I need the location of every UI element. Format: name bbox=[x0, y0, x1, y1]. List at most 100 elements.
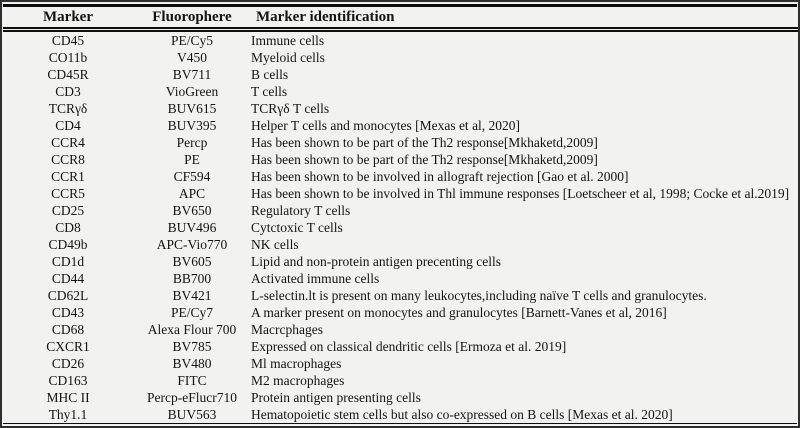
marker-cell: CXCR1 bbox=[46, 339, 90, 354]
marker-cell: TCRγδ bbox=[48, 101, 88, 116]
identification-cell: Immune cells bbox=[251, 33, 325, 48]
table-row: CD44 BB700 Activated immune cells bbox=[3, 270, 798, 287]
marker-cell: CD25 bbox=[51, 203, 85, 218]
identification-cell: Lipid and non-protein antigen precenting… bbox=[251, 254, 502, 269]
fluorophore-cell: PE/Cy5 bbox=[170, 33, 213, 48]
table-bottom-rule bbox=[3, 423, 797, 426]
marker-cell: CD26 bbox=[51, 356, 85, 371]
table-row: CD68 Alexa Flour 700 Macrcphages bbox=[3, 321, 798, 338]
identification-cell: Macrcphages bbox=[251, 322, 323, 337]
marker-cell: CD3 bbox=[55, 84, 81, 99]
identification-cell: Protein antigen presenting cells bbox=[251, 390, 421, 405]
marker-cell: CD43 bbox=[51, 305, 85, 320]
table-row: CCR4 Percp Has been shown to be part of th… bbox=[3, 134, 798, 151]
marker-cell: MHC II bbox=[46, 390, 90, 405]
identification-cell: Regulatory T cells bbox=[251, 203, 351, 218]
identification-cell: A marker present on monocytes and granul… bbox=[251, 305, 667, 320]
identification-cell: TCRγδ T cells bbox=[251, 101, 330, 116]
fluorophore-cell: PE/Cy7 bbox=[170, 305, 213, 320]
identification-cell: Has been shown to be part of the Th2 res… bbox=[251, 152, 598, 167]
fluorophore-cell: BV650 bbox=[172, 203, 212, 218]
fluorophore-cell: BV785 bbox=[172, 339, 212, 354]
identification-cell: Expressed on classical dendritic cells [… bbox=[251, 339, 567, 354]
header-marker-identification: Marker identification bbox=[256, 9, 395, 25]
fluorophore-cell: BUV615 bbox=[167, 101, 217, 116]
marker-cell: CD45R bbox=[47, 67, 89, 82]
table-row: CD45 PE/Cy5 Immune cells bbox=[3, 30, 798, 50]
marker-cell: CD8 bbox=[55, 220, 81, 235]
fluorophore-cell: Alexa Flour 700 bbox=[147, 322, 237, 337]
table-row: CD43 PE/Cy7 A marker present on monocytes … bbox=[3, 304, 798, 321]
fluorophore-cell: APC bbox=[178, 186, 206, 201]
table-row: CD25 BV650 Regulatory T cells bbox=[3, 202, 798, 219]
table-row: TCRγδ BUV615 TCRγδ T cells bbox=[3, 100, 798, 117]
fluorophore-cell: Percp bbox=[176, 135, 208, 150]
marker-cell: CD44 bbox=[51, 271, 85, 286]
table-row: CXCR1 BV785 Expressed on classical dendrit… bbox=[3, 338, 798, 355]
identification-cell: Activated immune cells bbox=[251, 271, 380, 286]
fluorophore-cell: BV711 bbox=[172, 67, 212, 82]
marker-cell: CCR1 bbox=[51, 169, 85, 184]
fluorophore-cell: VioGreen bbox=[165, 84, 219, 99]
table-header: Marker Fluorophere Marker identification bbox=[3, 7, 798, 30]
identification-cell: M2 macrophages bbox=[251, 373, 345, 388]
table-row: CCR1 CF594 Has been shown to be involved i… bbox=[3, 168, 798, 185]
fluorophore-cell: BV480 bbox=[172, 356, 212, 371]
identification-cell: Has been shown to be involved in Thl imm… bbox=[251, 186, 790, 201]
fluorophore-cell: BV421 bbox=[172, 288, 212, 303]
table-row: MHC II Percp-eFlucr710 Protein antigen pre… bbox=[3, 389, 798, 406]
table-row: CD26 BV480 Ml macrophages bbox=[3, 355, 798, 372]
marker-cell: CD68 bbox=[51, 322, 85, 337]
identification-cell: L-selectin.lt is present on many leukocy… bbox=[251, 288, 707, 303]
identification-cell: Hematopoietic stem cells but also co-exp… bbox=[251, 407, 673, 422]
header-marker: Marker bbox=[43, 9, 93, 25]
marker-cell: CD163 bbox=[48, 373, 88, 388]
fluorophore-cell: V450 bbox=[177, 50, 207, 65]
fluorophore-cell: BB700 bbox=[172, 271, 212, 286]
table-body: CD45 PE/Cy5 Immune cells CO11b V450 Myeloid c… bbox=[3, 30, 798, 424]
table-row: CD49b APC-Vio770 NK cells bbox=[3, 236, 798, 253]
marker-fluorophore-table: Marker Fluorophere Marker identification… bbox=[3, 7, 798, 424]
identification-cell: Cytctoxic T cells bbox=[251, 220, 343, 235]
table-row: CD8 BUV496 Cytctoxic T cells bbox=[3, 219, 798, 236]
fluorophore-cell: APC-Vio770 bbox=[156, 237, 228, 252]
fluorophore-cell: BUV395 bbox=[167, 118, 217, 133]
marker-cell: CD4 bbox=[55, 118, 81, 133]
table-row: CCR8 PE Has been shown to be part of the T… bbox=[3, 151, 798, 168]
marker-cell: CD45 bbox=[51, 33, 85, 48]
identification-cell: Myeloid cells bbox=[251, 50, 325, 65]
fluorophore-cell: BUV496 bbox=[167, 220, 217, 235]
table-row: CD4 BUV395 Helper T cells and monocytes [M… bbox=[3, 117, 798, 134]
fluorophore-cell: BV605 bbox=[172, 254, 212, 269]
fluorophore-cell: BUV563 bbox=[167, 407, 217, 422]
table-top-rule bbox=[3, 4, 797, 7]
identification-cell: B cells bbox=[251, 67, 289, 82]
table-row: CD163 FITC M2 macrophages bbox=[3, 372, 798, 389]
marker-cell: CCR4 bbox=[51, 135, 85, 150]
identification-cell: Has been shown to be involved in allogra… bbox=[251, 169, 629, 184]
table-row: CD3 VioGreen T cells bbox=[3, 83, 798, 100]
fluorophore-cell: PE bbox=[184, 152, 200, 167]
identification-cell: T cells bbox=[251, 84, 288, 99]
table-row: CD1d BV605 Lipid and non-protein antigen p… bbox=[3, 253, 798, 270]
fluorophore-cell: FITC bbox=[177, 373, 207, 388]
marker-cell: CCR8 bbox=[51, 152, 85, 167]
table-row: CO11b V450 Myeloid cells bbox=[3, 49, 798, 66]
fluorophore-cell: Percp-eFlucr710 bbox=[147, 390, 237, 405]
table-row: CD62L BV421 L-selectin.lt is present on ma… bbox=[3, 287, 798, 304]
table-row: CD45R BV711 B cells bbox=[3, 66, 798, 83]
identification-cell: Has been shown to be part of the Th2 res… bbox=[251, 135, 598, 150]
identification-cell: Ml macrophages bbox=[251, 356, 342, 371]
table-row: Thy1.1 BUV563 Hematopoietic stem cells but… bbox=[3, 406, 798, 423]
marker-cell: CD62L bbox=[47, 288, 89, 303]
marker-cell: CD1d bbox=[51, 254, 85, 269]
identification-cell: Helper T cells and monocytes [Mexas et a… bbox=[251, 118, 521, 133]
header-row: Marker Fluorophere Marker identification bbox=[3, 7, 798, 30]
marker-cell: CO11b bbox=[48, 50, 88, 65]
table-row: CCR5 APC Has been shown to be involved in … bbox=[3, 185, 798, 202]
identification-cell: NK cells bbox=[251, 237, 299, 252]
marker-cell: CD49b bbox=[48, 237, 88, 252]
header-fluorophore: Fluorophere bbox=[152, 9, 232, 25]
marker-cell: CCR5 bbox=[51, 186, 85, 201]
